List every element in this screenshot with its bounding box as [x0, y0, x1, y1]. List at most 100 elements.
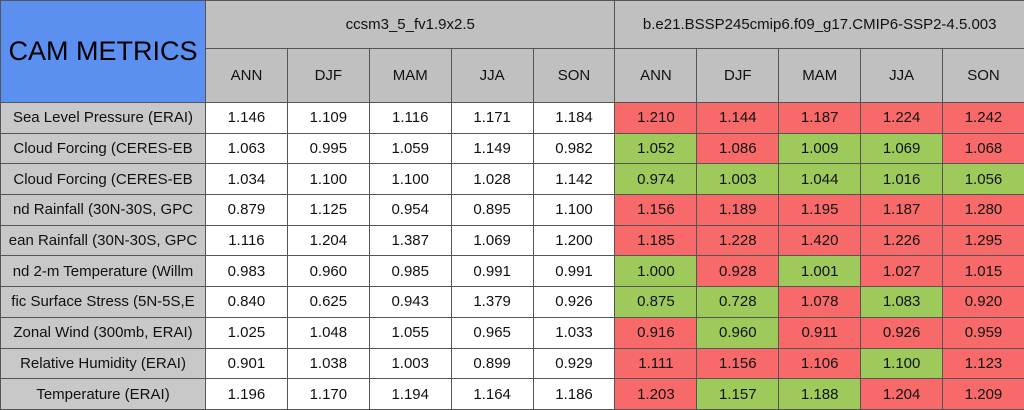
- metric-value: 0.875: [614, 286, 698, 318]
- metric-value: 1.204: [860, 378, 944, 410]
- metric-value: 0.991: [450, 255, 534, 288]
- metric-value: 1.186: [532, 378, 616, 410]
- season-header: JJA: [860, 48, 944, 103]
- data-row: Cloud Forcing (CERES-EB 1.034 1.100 1.100 1.…: [0, 163, 1024, 196]
- row-label: nd 2-m Temperature (Willm: [0, 255, 206, 288]
- row-label: Sea Level Pressure (ERAI): [0, 102, 206, 134]
- group-header: ccsm3_5_fv1.9x2.5: [204, 0, 616, 49]
- metric-value: 1.164: [450, 378, 534, 410]
- metric-value: 0.954: [368, 194, 452, 226]
- season-header: MAM: [778, 48, 862, 103]
- metric-value: 1.111: [614, 347, 698, 380]
- metric-value: 1.195: [778, 194, 862, 226]
- row-label: ean Rainfall (30N-30S, GPC: [0, 224, 206, 257]
- metric-value: 1.228: [696, 224, 780, 257]
- metric-value: 1.109: [286, 102, 370, 134]
- data-row: nd Rainfall (30N-30S, GPC 0.879 1.125 0.954…: [0, 194, 1024, 226]
- metric-value: 1.106: [778, 347, 862, 380]
- data-row: Temperature (ERAI) 1.196 1.170 1.194 1.164 1.…: [0, 378, 1024, 410]
- metric-value: 0.899: [450, 347, 534, 380]
- metric-value: 1.069: [450, 224, 534, 257]
- metric-value: 1.069: [860, 132, 944, 165]
- metric-value: 1.224: [860, 102, 944, 134]
- metric-value: 1.184: [532, 102, 616, 134]
- metric-value: 1.048: [286, 316, 370, 349]
- row-label: fic Surface Stress (5N-5S,E: [0, 286, 206, 318]
- metric-value: 1.226: [860, 224, 944, 257]
- metric-value: 1.116: [368, 102, 452, 134]
- metric-value: 1.185: [614, 224, 698, 257]
- metric-value: 0.995: [286, 132, 370, 165]
- metric-value: 0.901: [205, 347, 288, 380]
- metric-value: 1.156: [614, 194, 698, 226]
- metric-value: 1.052: [614, 132, 698, 165]
- metric-value: 1.016: [860, 163, 944, 196]
- row-label: Temperature (ERAI): [0, 378, 206, 410]
- metric-value: 0.991: [532, 255, 616, 288]
- row-label: Zonal Wind (300mb, ERAI): [0, 316, 206, 349]
- metric-value: 1.100: [286, 163, 370, 196]
- metric-value: 1.063: [205, 132, 288, 165]
- metric-value: 1.100: [368, 163, 452, 196]
- metric-value: 1.055: [368, 316, 452, 349]
- metric-value: 1.044: [778, 163, 862, 196]
- data-row: fic Surface Stress (5N-5S,E 0.840 0.625 0.9…: [0, 286, 1024, 318]
- group-header: b.e21.BSSP245cmip6.f09_g17.CMIP6-SSP2-4.…: [614, 0, 1024, 49]
- metric-value: 1.025: [205, 316, 288, 349]
- season-header: ANN: [205, 48, 288, 103]
- metric-value: 1.170: [286, 378, 370, 410]
- data-row: nd 2-m Temperature (Willm 0.983 0.960 0.985…: [0, 255, 1024, 288]
- row-label: Relative Humidity (ERAI): [0, 347, 206, 380]
- season-header: SON: [532, 48, 616, 103]
- metric-value: 1.034: [205, 163, 288, 196]
- row-label: Cloud Forcing (CERES-EB: [0, 163, 206, 196]
- metric-value: 1.142: [532, 163, 616, 196]
- metric-value: 1.000: [614, 255, 698, 288]
- metric-value: 1.078: [778, 286, 862, 318]
- metric-value: 1.188: [778, 378, 862, 410]
- metric-value: 0.985: [368, 255, 452, 288]
- data-row: Sea Level Pressure (ERAI) 1.146 1.109 1.116…: [0, 102, 1024, 134]
- data-row: Relative Humidity (ERAI) 0.901 1.038 1.003 0…: [0, 347, 1024, 380]
- metric-value: 0.920: [942, 286, 1024, 318]
- metric-value: 1.009: [778, 132, 862, 165]
- metric-value: 1.149: [450, 132, 534, 165]
- metric-value: 1.280: [942, 194, 1024, 226]
- metric-value: 1.146: [205, 102, 288, 134]
- metric-value: 0.965: [450, 316, 534, 349]
- metric-value: 1.116: [205, 224, 288, 257]
- data-row: ean Rainfall (30N-30S, GPC 1.116 1.204 1.38…: [0, 224, 1024, 257]
- metric-value: 1.015: [942, 255, 1024, 288]
- metric-value: 1.210: [614, 102, 698, 134]
- metric-value: 1.027: [860, 255, 944, 288]
- row-label: Cloud Forcing (CERES-EB: [0, 132, 206, 165]
- metric-value: 1.038: [286, 347, 370, 380]
- metric-value: 0.929: [532, 347, 616, 380]
- metric-value: 1.056: [942, 163, 1024, 196]
- metric-value: 1.242: [942, 102, 1024, 134]
- metric-value: 1.189: [696, 194, 780, 226]
- season-header: ANN: [614, 48, 698, 103]
- metric-value: 1.068: [942, 132, 1024, 165]
- metric-value: 0.928: [696, 255, 780, 288]
- metric-value: 1.196: [205, 378, 288, 410]
- season-header: MAM: [368, 48, 452, 103]
- data-row: Cloud Forcing (CERES-EB 1.063 0.995 1.059 1.…: [0, 132, 1024, 165]
- metric-value: 1.001: [778, 255, 862, 288]
- metric-value: 1.100: [860, 347, 944, 380]
- metric-value: 1.003: [368, 347, 452, 380]
- metric-value: 0.916: [614, 316, 698, 349]
- metric-value: 1.295: [942, 224, 1024, 257]
- metric-value: 1.059: [368, 132, 452, 165]
- metric-value: 0.959: [942, 316, 1024, 349]
- metric-value: 1.187: [860, 194, 944, 226]
- metric-value: 0.943: [368, 286, 452, 318]
- metric-value: 1.123: [942, 347, 1024, 380]
- metric-value: 1.187: [778, 102, 862, 134]
- metric-value: 1.086: [696, 132, 780, 165]
- metric-value: 1.387: [368, 224, 452, 257]
- metric-value: 0.926: [860, 316, 944, 349]
- metric-value: 0.840: [205, 286, 288, 318]
- metric-value: 1.420: [778, 224, 862, 257]
